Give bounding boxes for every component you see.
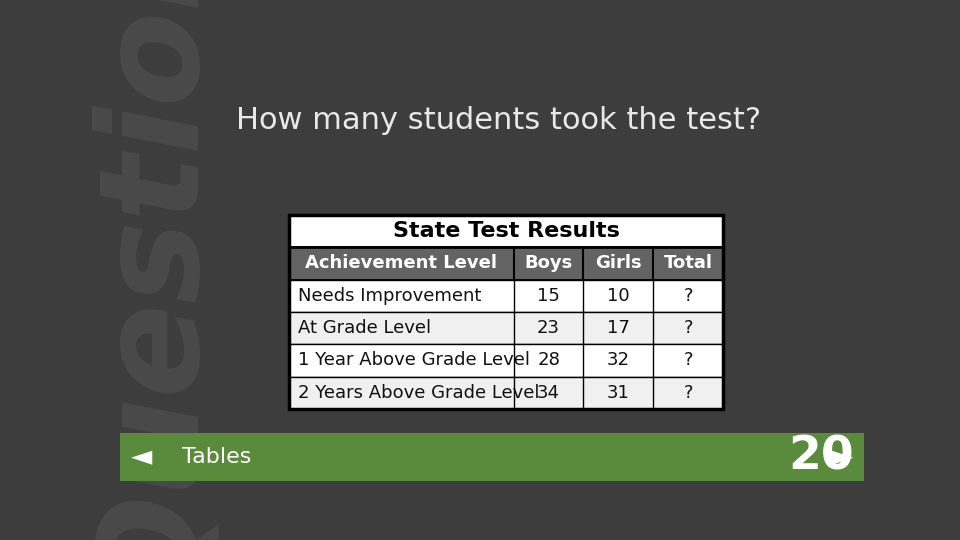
Bar [289, 247, 723, 280]
Text: 2 Years Above Grade Level: 2 Years Above Grade Level [299, 384, 540, 402]
Text: ?: ? [684, 352, 693, 369]
Text: Boys: Boys [524, 254, 573, 273]
Text: 10: 10 [607, 287, 630, 305]
Text: Achievement Level: Achievement Level [305, 254, 497, 273]
Text: 17: 17 [607, 319, 630, 337]
Text: 32: 32 [607, 352, 630, 369]
Text: State Test Results: State Test Results [393, 221, 619, 241]
Text: Tables: Tables [182, 447, 252, 467]
Bar [120, 433, 864, 481]
Text: 31: 31 [607, 384, 630, 402]
Text: At Grade Level: At Grade Level [299, 319, 431, 337]
Text: ?: ? [684, 384, 693, 402]
Bar [289, 215, 723, 247]
Text: 34: 34 [537, 384, 560, 402]
Text: ►: ► [831, 443, 853, 471]
Text: 28: 28 [538, 352, 560, 369]
Text: ?: ? [684, 319, 693, 337]
Text: 20: 20 [788, 434, 854, 479]
Text: Question: Question [87, 0, 223, 540]
Text: Girls: Girls [595, 254, 641, 273]
Text: 23: 23 [537, 319, 560, 337]
Bar [289, 215, 723, 409]
Text: How many students took the test?: How many students took the test? [236, 106, 761, 135]
Bar [289, 345, 723, 377]
Bar [289, 377, 723, 409]
Text: ?: ? [684, 287, 693, 305]
Text: 15: 15 [538, 287, 560, 305]
Text: Total: Total [663, 254, 712, 273]
Text: Needs Improvement: Needs Improvement [299, 287, 482, 305]
Bar [289, 280, 723, 312]
Text: 1 Year Above Grade Level: 1 Year Above Grade Level [299, 352, 530, 369]
Bar [289, 312, 723, 345]
Text: ◄: ◄ [131, 443, 153, 471]
